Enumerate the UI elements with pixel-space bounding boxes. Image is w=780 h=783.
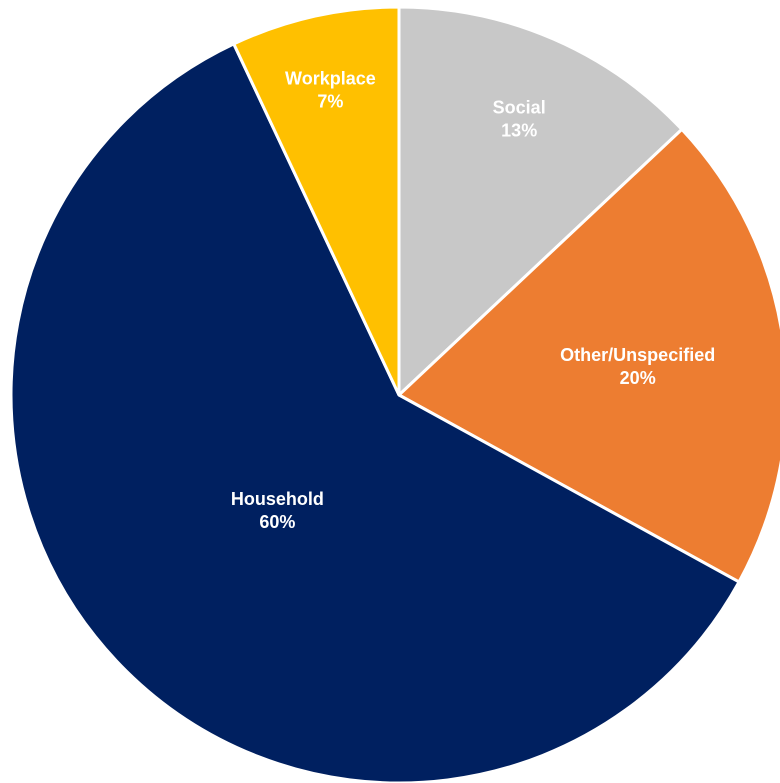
slice-value-workplace: 7%: [317, 91, 343, 111]
slice-label-workplace: Workplace: [285, 68, 376, 88]
pie-slice-workplace: [232, 5, 401, 397]
slice-label-social: Social: [493, 97, 546, 117]
pie-slice-household: [9, 42, 741, 783]
labels-layer: Social 13% Other/Unspecified 20% Household 60…: [231, 68, 715, 532]
slice-value-other-unspecified: 20%: [620, 368, 656, 388]
slice-value-social: 13%: [501, 120, 537, 140]
slice-value-household: 60%: [259, 512, 295, 532]
pie-slice-social: [397, 5, 684, 397]
slice-label-household: Household: [231, 489, 324, 509]
slice-label-other-unspecified: Other/Unspecified: [560, 345, 715, 365]
slices-layer: [9, 5, 780, 783]
pie-slice-other-unspecified: [397, 127, 780, 584]
